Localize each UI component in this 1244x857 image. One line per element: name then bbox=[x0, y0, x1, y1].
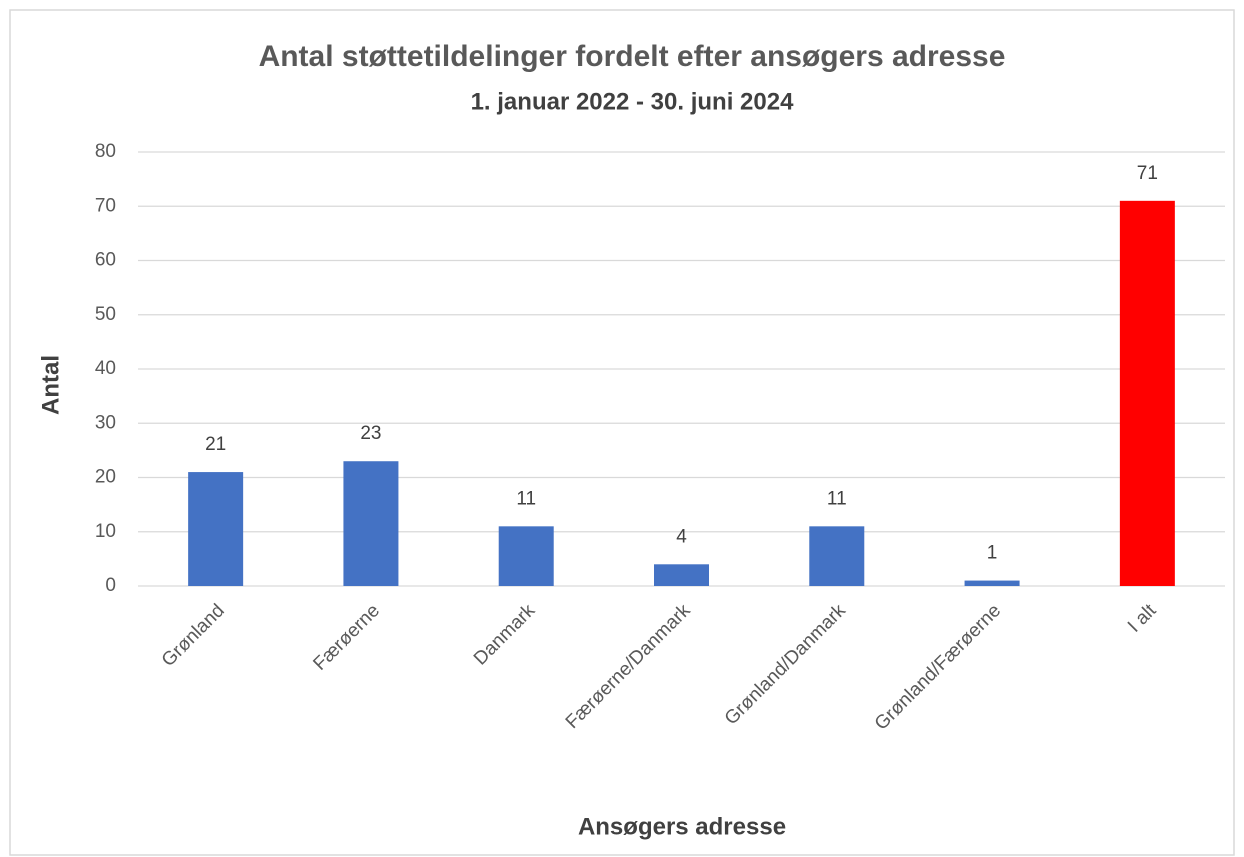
bar bbox=[498, 526, 554, 586]
y-axis-title: Antal bbox=[37, 355, 64, 415]
y-tick-label: 80 bbox=[95, 141, 116, 162]
value-label: 4 bbox=[676, 526, 687, 547]
value-label: 71 bbox=[1137, 163, 1158, 184]
y-tick-label: 10 bbox=[95, 521, 116, 542]
y-tick-label: 40 bbox=[95, 358, 116, 379]
bar bbox=[343, 461, 399, 586]
bar bbox=[1119, 200, 1175, 586]
y-tick-label: 20 bbox=[95, 467, 116, 488]
value-label: 11 bbox=[516, 488, 536, 509]
chart-border bbox=[9, 9, 1235, 856]
chart-subtitle: 1. januar 2022 - 30. juni 2024 bbox=[471, 88, 794, 115]
y-tick-label: 50 bbox=[95, 304, 116, 325]
bar bbox=[809, 526, 865, 586]
y-tick-label: 70 bbox=[95, 195, 116, 216]
y-tick-label: 60 bbox=[95, 250, 116, 271]
bar bbox=[964, 580, 1020, 586]
value-label: 11 bbox=[827, 488, 847, 509]
value-label: 1 bbox=[987, 543, 998, 564]
value-label: 21 bbox=[205, 434, 226, 455]
y-tick-label: 30 bbox=[95, 412, 116, 433]
bar bbox=[654, 564, 709, 586]
bar bbox=[188, 472, 244, 586]
x-axis-title: Ansøgers adresse bbox=[578, 813, 786, 840]
y-tick-label: 0 bbox=[105, 575, 116, 596]
value-label: 23 bbox=[360, 423, 381, 444]
chart-title: Antal støttetildelinger fordelt efter an… bbox=[259, 40, 1006, 73]
